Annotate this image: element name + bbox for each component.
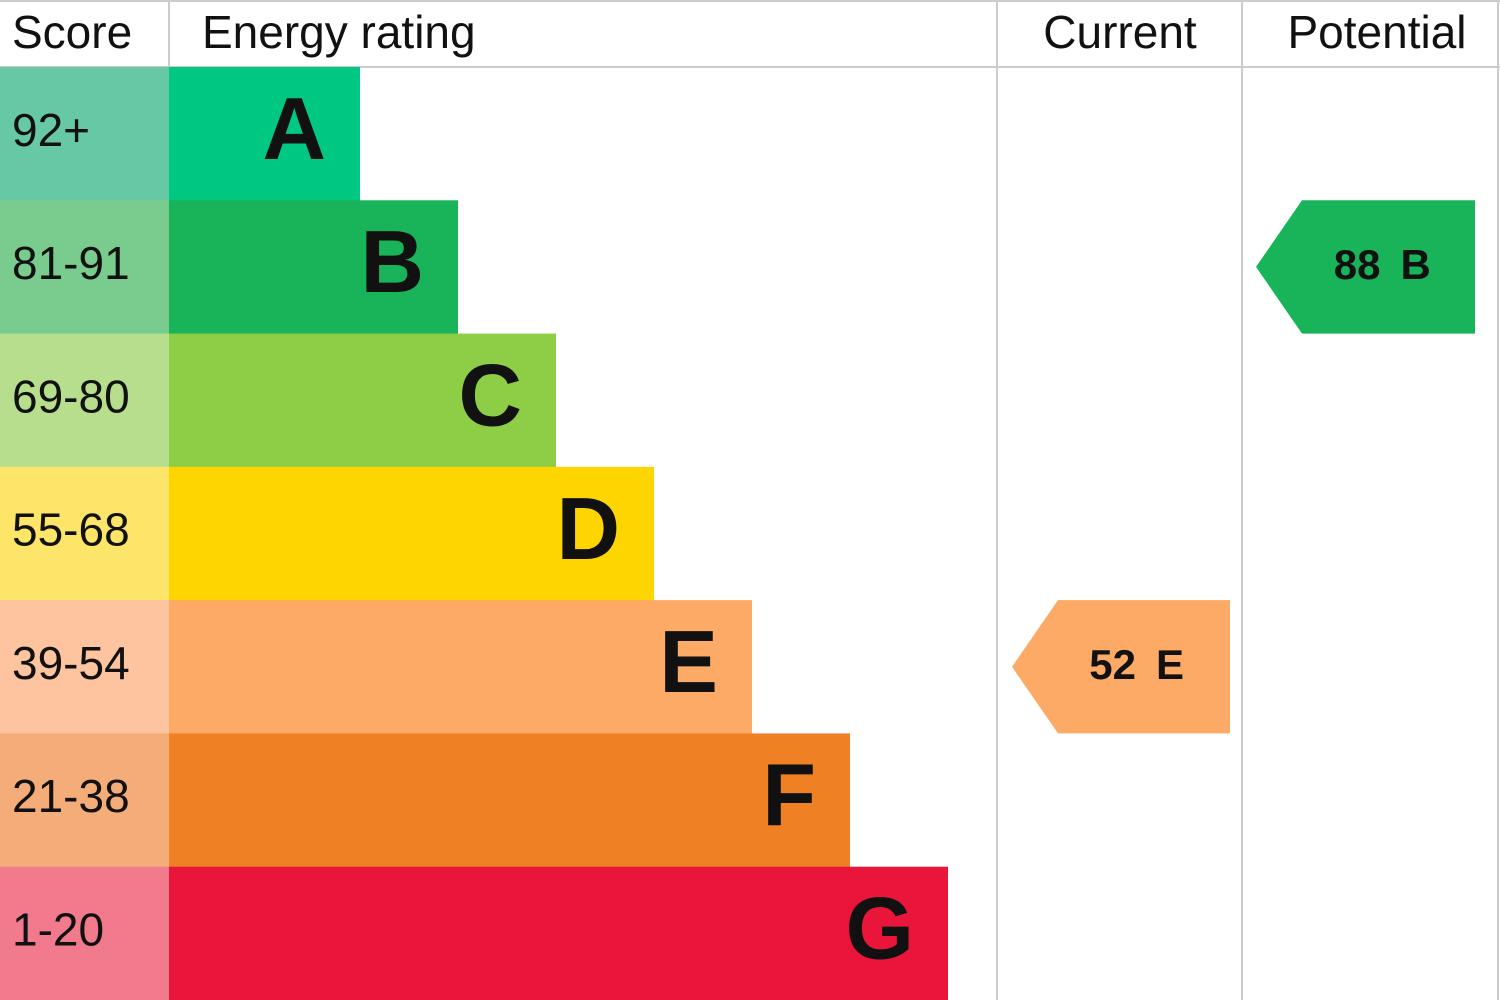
- current-arrow: [1012, 600, 1230, 734]
- rating-bar: [169, 200, 458, 335]
- rating-letter: E: [659, 612, 718, 711]
- header-potential: Potential: [1287, 6, 1466, 58]
- potential-letter: B: [1401, 241, 1431, 288]
- score-range: 81-91: [12, 237, 130, 289]
- rating-bar: [169, 333, 556, 468]
- score-cell: [0, 600, 169, 734]
- score-cell: [0, 866, 169, 1000]
- score-range: 1-20: [12, 904, 104, 956]
- rating-bar: [169, 67, 360, 201]
- potential-arrow: [1256, 200, 1475, 334]
- score-cell: [0, 200, 169, 335]
- rating-bar: [169, 466, 654, 601]
- score-cell: [0, 466, 169, 601]
- current-letter: E: [1156, 641, 1184, 688]
- rating-letter: B: [360, 212, 424, 311]
- header-score: Score: [12, 6, 132, 58]
- score-cell: [0, 333, 169, 468]
- header-current: Current: [1043, 6, 1197, 58]
- potential-value: 88: [1334, 241, 1381, 288]
- rating-bar: [169, 866, 948, 1000]
- current-value: 52: [1089, 641, 1136, 688]
- score-range: 69-80: [12, 370, 130, 422]
- rating-letter: A: [262, 79, 326, 178]
- score-range: 55-68: [12, 504, 130, 556]
- score-cell: [0, 733, 169, 868]
- rating-letter: C: [458, 345, 522, 444]
- rating-letter: D: [556, 479, 620, 578]
- rating-bar: [169, 733, 850, 868]
- rating-letter: G: [846, 879, 914, 978]
- rating-bar: [169, 600, 752, 734]
- score-range: 39-54: [12, 637, 130, 689]
- score-cell: [0, 67, 169, 201]
- score-range: 21-38: [12, 770, 130, 822]
- rating-letter: F: [762, 745, 816, 844]
- score-range: 92+: [12, 104, 90, 156]
- header-rating: Energy rating: [202, 6, 476, 58]
